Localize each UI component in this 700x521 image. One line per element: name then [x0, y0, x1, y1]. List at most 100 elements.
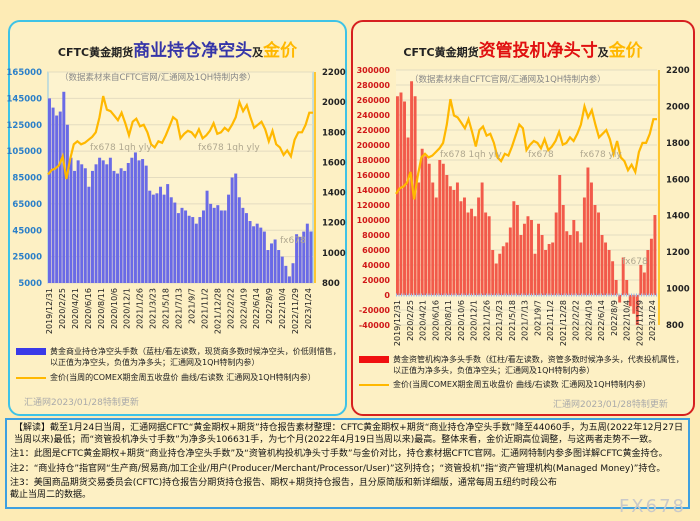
y2-tick-label: 1200	[666, 248, 690, 258]
bar	[649, 238, 653, 295]
bar	[191, 217, 195, 283]
legend-bar-text: 黄金商业持仓净空头手数（蓝柱/看左读数，现货商多数时候净空头，价低则惜售，以正值…	[50, 347, 341, 367]
bar	[477, 197, 481, 295]
bar	[455, 182, 459, 295]
y2-tick-label: 1800	[322, 128, 346, 138]
bar	[646, 250, 650, 295]
y2-tick-label: 800	[322, 279, 340, 289]
bar	[126, 162, 130, 283]
y2-tick-label: 2200	[322, 68, 346, 78]
x-tick-label: 2020/10/6	[457, 300, 466, 341]
bar	[604, 242, 608, 295]
x-tick-label: 2021/5/18	[508, 300, 517, 341]
title-prefix: CFTC黄金期货	[403, 46, 479, 59]
x-tick-label: 2020/6/16	[84, 288, 93, 329]
bar	[431, 182, 435, 295]
source-note: （数据素材来自CFTC官网/汇通网及1QH特制内参）	[410, 74, 606, 85]
update-note: 汇通网2023/01/28特制更新	[553, 400, 668, 410]
bar	[73, 170, 77, 283]
y-tick-label: 45000	[12, 226, 42, 236]
bar	[284, 265, 288, 283]
bar	[551, 242, 555, 295]
bar	[614, 280, 618, 295]
bar	[262, 231, 266, 283]
x-tick-label: 2021/5/18	[162, 288, 171, 329]
bar	[151, 194, 155, 283]
y-tick-label: 260000	[357, 96, 391, 105]
x-tick-label: 2021/3/23	[149, 288, 158, 329]
bar	[515, 205, 519, 295]
legend-line: 金价(当周COMEX期金周五收盘价 曲线/右读数 汇通网及1QH特制内参）	[359, 379, 689, 390]
bar	[572, 220, 576, 295]
bar	[270, 243, 274, 283]
x-tick-label: 2020/2/25	[58, 288, 67, 329]
bar	[69, 157, 73, 283]
x-tick-label: 2022/4/19	[584, 300, 593, 341]
bar	[169, 197, 173, 283]
bar	[162, 194, 166, 283]
bar	[611, 261, 615, 295]
bar	[537, 223, 541, 295]
bar	[579, 242, 583, 295]
bar	[166, 184, 170, 283]
x-tick-label: 2021/7/13	[175, 288, 184, 329]
bar	[94, 164, 98, 283]
bar	[466, 212, 470, 295]
y2-tick-label: 2000	[666, 102, 690, 112]
bar	[205, 190, 209, 283]
bar	[589, 182, 593, 295]
y-tick-label: 200000	[357, 141, 391, 150]
bar	[55, 115, 59, 283]
y2-tick-label: 1000	[666, 285, 690, 295]
bar	[141, 159, 145, 283]
bar	[302, 231, 306, 283]
x-tick-label: 2022/11/29	[635, 300, 644, 346]
x-tick-label: 2021/12/28	[559, 300, 568, 346]
bar	[597, 212, 600, 295]
bar	[427, 163, 431, 295]
x-tick-label: 2022/11/29	[291, 288, 300, 334]
bar	[618, 295, 622, 303]
bar	[305, 223, 309, 283]
bar	[248, 221, 252, 283]
x-tick-label: 2020/8/11	[444, 300, 453, 341]
watermark: fx678	[528, 150, 554, 160]
y2-tick-label: 1600	[666, 175, 690, 185]
x-tick-label: 2020/10/6	[110, 288, 119, 329]
bar	[480, 182, 484, 295]
x-tick-label: 2021/12/28	[213, 288, 222, 334]
bar	[241, 207, 245, 283]
x-tick-label: 2023/1/24	[648, 300, 657, 341]
bar	[130, 157, 134, 283]
watermark: fx678 1qh yly	[90, 143, 152, 153]
bar	[420, 148, 424, 295]
x-tick-label: 2022/2/22	[226, 288, 235, 329]
x-tick-label: 2021/1/26	[482, 300, 491, 341]
watermark: fx678 1qh yly	[440, 150, 502, 160]
bar	[266, 250, 270, 283]
title-mid: 及	[597, 46, 609, 59]
y2-tick-label: 1400	[666, 212, 690, 222]
bar	[434, 197, 438, 295]
bar	[653, 215, 657, 295]
x-tick-label: 2022/10/4	[623, 300, 632, 341]
bar	[148, 190, 152, 283]
x-tick-label: 2021/11/2	[200, 288, 209, 329]
bar	[201, 210, 205, 283]
x-tick-label: 2022/8/9	[265, 288, 274, 324]
bar	[494, 263, 498, 295]
bar	[108, 157, 112, 283]
gold-price-line	[395, 98, 657, 200]
bar	[607, 250, 611, 295]
legend-bar: 黄金商业持仓净空头手数（蓝柱/看左读数，现货商多数时候净空头，价低则惜售，以正值…	[16, 346, 341, 368]
bar	[526, 216, 530, 295]
x-tick-label: 2020/2/25	[406, 300, 415, 341]
bar	[76, 160, 80, 283]
bar	[87, 186, 91, 283]
bar	[237, 197, 241, 283]
bar	[298, 236, 302, 283]
bar	[424, 156, 428, 295]
bar	[116, 173, 120, 283]
y-tick-label: 240000	[357, 111, 391, 120]
